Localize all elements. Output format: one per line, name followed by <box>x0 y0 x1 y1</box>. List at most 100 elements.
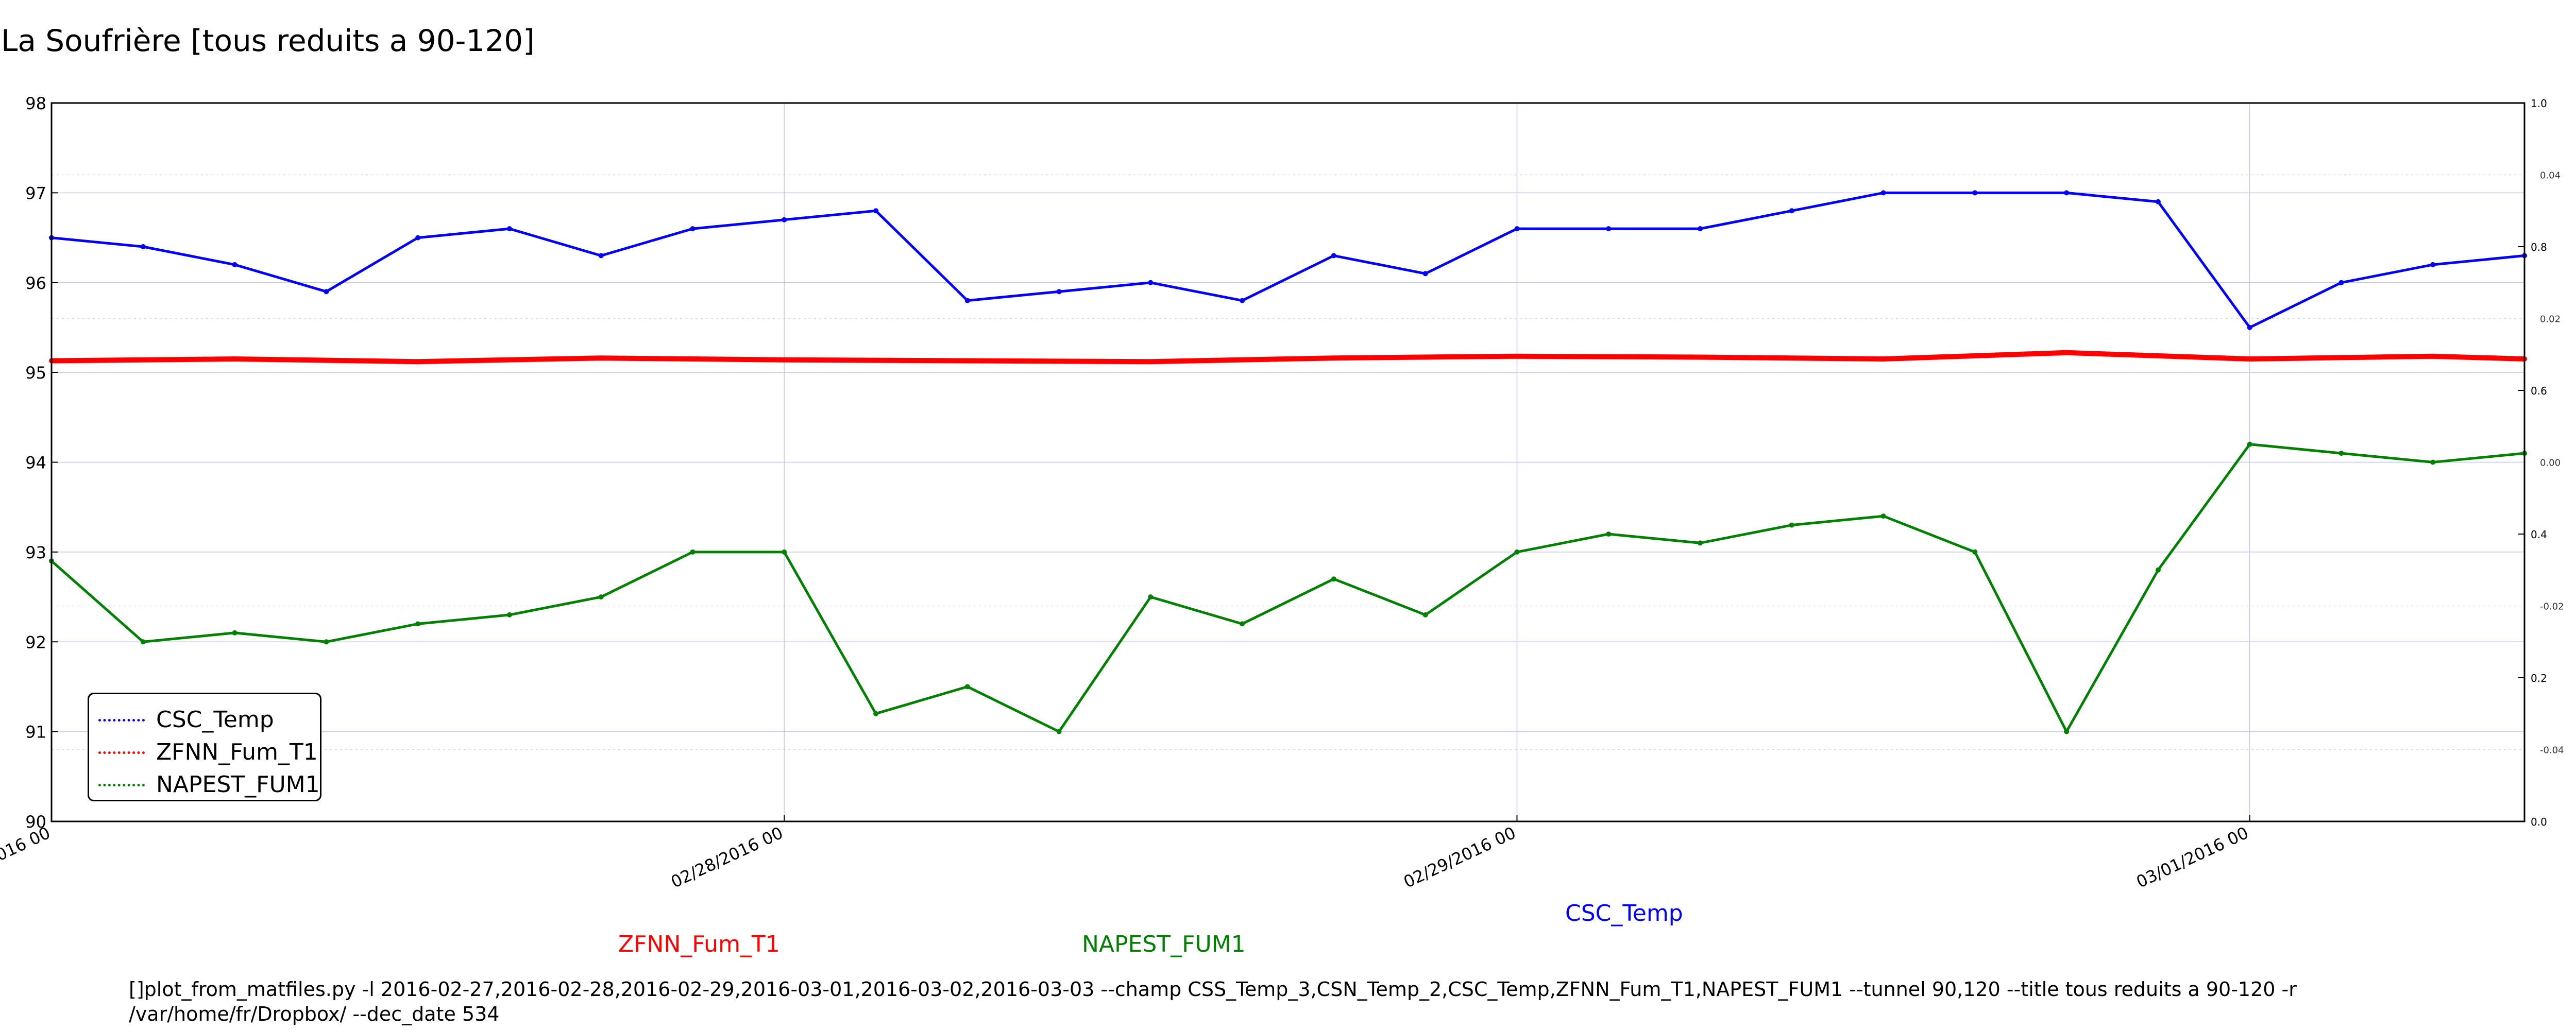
series-point-zfnn_fum_t1 <box>1698 354 1703 360</box>
zfnn-fum-t1-label: ZFNN_Fum_T1 <box>618 931 780 957</box>
series-point-csc_temp <box>2430 262 2436 267</box>
command-line-text: []plot_from_matfiles.py -l 2016-02-27,20… <box>129 978 2297 1025</box>
series-point-napest_fum1 <box>1331 576 1336 582</box>
series-point-zfnn_fum_t1 <box>2430 353 2436 359</box>
series-point-csc_temp <box>140 244 146 249</box>
x-tick-label: 02/29/2016 00 <box>1400 823 1518 892</box>
legend-swatch-napest <box>98 784 145 786</box>
right-minor-tick-label: 0.02 <box>2540 314 2561 325</box>
series-point-zfnn_fum_t1 <box>782 357 787 363</box>
series-point-napest_fum1 <box>2430 459 2436 465</box>
y-tick-label: 91 <box>25 723 46 742</box>
series-point-csc_temp <box>1972 190 1978 196</box>
y-tick-label: 94 <box>25 453 46 473</box>
legend-swatch-csc <box>98 719 145 722</box>
series-point-napest_fum1 <box>2155 567 2161 573</box>
series-point-zfnn_fum_t1 <box>232 356 238 362</box>
series-point-zfnn_fum_t1 <box>2064 350 2070 355</box>
series-point-napest_fum1 <box>140 639 146 645</box>
right-minor-tick-label: -0.04 <box>2540 745 2564 756</box>
legend-item-csc: CSC_Temp <box>89 705 316 735</box>
series-point-zfnn_fum_t1 <box>2247 356 2252 362</box>
series-point-napest_fum1 <box>232 630 238 636</box>
axes-layer: 90 91 92 93 94 95 96 97 98 0.0 0.2 0.4 0.6 0.8 1.0 -0.0… <box>0 94 2564 892</box>
series-point-zfnn_fum_t1 <box>1514 353 1520 359</box>
series-point-csc_temp <box>324 289 329 295</box>
series-point-csc_temp <box>415 235 421 241</box>
series-point-csc_temp <box>2155 199 2161 204</box>
series-point-napest_fum1 <box>506 612 512 617</box>
series-point-napest_fum1 <box>1240 621 1245 627</box>
series-point-csc_temp <box>873 208 878 214</box>
series-point-napest_fum1 <box>2064 729 2070 734</box>
series-point-csc_temp <box>1056 289 1062 295</box>
series-point-csc_temp <box>782 217 787 222</box>
series-point-csc_temp <box>1240 298 1245 303</box>
series-point-csc_temp <box>1514 226 1520 232</box>
series-point-csc_temp <box>1422 271 1428 277</box>
series-line-csc_temp <box>51 191 2525 329</box>
series-point-napest_fum1 <box>1698 540 1703 546</box>
right-minor-tick-label: -0.02 <box>2540 602 2564 612</box>
right-tick-label: 0.6 <box>2531 385 2547 397</box>
series-point-csc_temp <box>1148 280 1154 285</box>
y-tick-label: 98 <box>25 94 46 113</box>
series-point-napest_fum1 <box>1514 549 1520 555</box>
series-point-csc_temp <box>232 262 238 267</box>
series-point-napest_fum1 <box>598 594 604 600</box>
y-tick-label: 97 <box>25 183 46 203</box>
series-point-csc_temp <box>598 253 604 259</box>
series-point-napest_fum1 <box>1056 729 1062 734</box>
series-point-zfnn_fum_t1 <box>415 359 421 365</box>
series-layer <box>49 190 2527 734</box>
series-point-napest_fum1 <box>1422 612 1428 617</box>
legend-swatch-zfnn <box>98 751 145 754</box>
series-point-napest_fum1 <box>1972 549 1978 555</box>
right-tick-label: 0.2 <box>2531 672 2547 684</box>
series-point-zfnn_fum_t1 <box>598 355 604 361</box>
series-point-napest_fum1 <box>873 711 878 716</box>
napest-fum1-label: NAPEST_FUM1 <box>1082 931 1246 957</box>
legend-item-zfnn: ZFNN_Fum_T1 <box>89 737 318 768</box>
grid-lines <box>51 103 2524 821</box>
chart-title: La Soufrière [tous reduits a 90-120] <box>1 23 535 58</box>
x-tick-label: 02/28/2016 00 <box>668 823 786 892</box>
csc-temp-label: CSC_Temp <box>1565 900 1683 926</box>
right-minor-tick-label: 0.04 <box>2540 170 2561 181</box>
series-line-zfnn_fum_t1 <box>51 350 2525 365</box>
series-point-csc_temp <box>964 298 970 303</box>
y-tick-label: 92 <box>25 632 46 652</box>
series-point-zfnn_fum_t1 <box>1331 355 1336 361</box>
series-point-napest_fum1 <box>1148 594 1154 600</box>
series-point-napest_fum1 <box>1789 522 1794 528</box>
series-point-zfnn_fum_t1 <box>964 358 970 364</box>
series-point-csc_temp <box>2064 190 2070 196</box>
legend: CSC_Temp ZFNN_Fum_T1 NAPEST_FUM1 <box>88 693 321 801</box>
legend-label-csc: CSC_Temp <box>156 707 274 733</box>
series-point-zfnn_fum_t1 <box>1148 359 1154 365</box>
series-point-napest_fum1 <box>2247 441 2252 447</box>
legend-label-napest: NAPEST_FUM1 <box>156 771 320 798</box>
legend-item-napest: NAPEST_FUM1 <box>89 769 320 800</box>
series-line-napest_fum1 <box>50 443 2525 733</box>
y-tick-label: 96 <box>25 273 46 293</box>
legend-label-zfnn: ZFNN_Fum_T1 <box>156 739 318 765</box>
series-point-csc_temp <box>2338 280 2344 285</box>
series-point-csc_temp <box>1789 208 1794 214</box>
series-point-csc_temp <box>1698 226 1703 232</box>
right-minor-tick-label: 0.00 <box>2540 458 2561 469</box>
series-point-napest_fum1 <box>690 549 696 555</box>
right-tick-label: 1.0 <box>2531 97 2547 110</box>
y-tick-label: 95 <box>25 363 46 383</box>
right-tick-label: 0.4 <box>2531 528 2547 541</box>
series-point-csc_temp <box>1880 190 1886 196</box>
right-tick-label: 0.0 <box>2531 816 2547 828</box>
series-point-csc_temp <box>2247 324 2252 330</box>
series-point-zfnn_fum_t1 <box>1880 356 1886 362</box>
x-tick-label: 02/27/2016 00 <box>0 823 53 892</box>
y-tick-label: 90 <box>25 812 46 832</box>
series-point-csc_temp <box>506 226 512 232</box>
series-point-napest_fum1 <box>782 549 787 555</box>
series-point-csc_temp <box>1331 253 1336 259</box>
